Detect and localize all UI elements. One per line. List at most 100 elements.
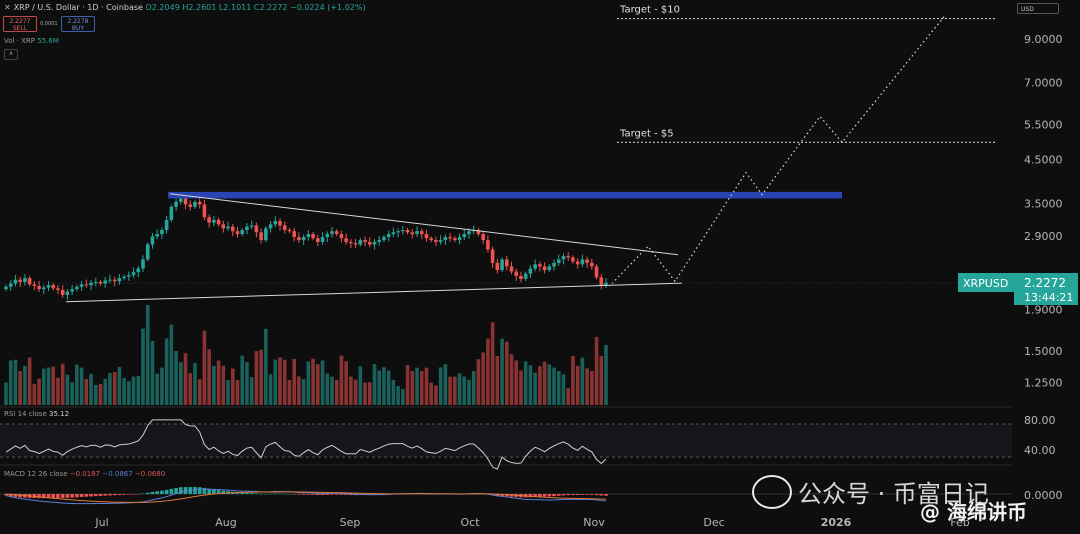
volume-bar — [117, 367, 122, 405]
volume-bar — [552, 367, 556, 405]
candle-body — [23, 278, 27, 283]
volume-bar — [188, 373, 193, 405]
volume-bar — [212, 365, 216, 405]
candle-body — [127, 275, 131, 277]
volume-bar — [292, 359, 296, 405]
volume-bar — [391, 379, 396, 405]
volume-bar — [580, 357, 585, 405]
candle-body — [207, 217, 211, 223]
rsi-tick-label: 80.00 — [1024, 414, 1056, 427]
volume-bar — [415, 367, 419, 405]
volume-bar — [481, 352, 485, 405]
symbol-tag — [958, 273, 1014, 292]
macd-line — [5, 488, 607, 505]
candle-body — [240, 230, 245, 235]
candle-body — [226, 226, 230, 229]
macd-histogram-bar — [429, 493, 433, 495]
candle-body — [84, 284, 89, 286]
volume-bar — [443, 364, 448, 405]
volume-bar — [240, 355, 245, 405]
candle-body — [382, 237, 386, 241]
volume-bar — [221, 365, 226, 405]
time-tick-label: 2026 — [821, 516, 852, 529]
price-tick-label: 1.9000 — [1024, 304, 1063, 317]
macd-histogram-bar — [160, 490, 164, 494]
volume-bar — [145, 305, 150, 405]
time-tick-label: Feb — [950, 516, 969, 529]
candle-body — [56, 288, 60, 290]
volume-bar — [207, 349, 211, 405]
macd-histogram-bar — [65, 494, 70, 498]
candle-body — [259, 232, 263, 241]
candle-body — [594, 266, 599, 278]
price-tick-label: 1.2500 — [1024, 377, 1063, 390]
macd-histogram-bar — [75, 494, 79, 498]
volume-bar — [604, 345, 608, 405]
macd-histogram-bar — [604, 494, 608, 496]
candle-body — [316, 238, 320, 242]
macd-histogram-bar — [98, 494, 103, 496]
macd-histogram-bar — [18, 494, 22, 498]
volume-bar — [183, 353, 188, 405]
volume-bar — [273, 359, 278, 405]
buy-button[interactable]: 2.2278 BUY — [61, 16, 95, 32]
close-icon[interactable]: ✕ — [4, 3, 11, 12]
target-label: Target - $10 — [619, 5, 680, 16]
currency-select[interactable]: USD — [1017, 3, 1059, 14]
volume-bar — [70, 382, 74, 405]
macd-histogram-bar — [590, 494, 594, 495]
macd-histogram-bar — [495, 494, 500, 496]
candle-body — [301, 237, 306, 241]
volume-bar — [566, 388, 571, 405]
volume-bar — [202, 330, 207, 405]
volume-bar — [46, 367, 51, 405]
candle-body — [538, 264, 542, 267]
ohlc-readout: O2.2049 H2.2601 L2.1011 C2.2272 −0.0224 … — [145, 3, 366, 12]
volume-bar — [179, 362, 183, 405]
projection-path — [611, 15, 946, 284]
collapse-chevron-icon[interactable]: ∧ — [4, 49, 18, 60]
macd-histogram-bar — [325, 494, 330, 495]
candle-body — [122, 276, 126, 279]
volume-legend: Vol · XRP 55.6M — [4, 37, 59, 45]
candle-body — [79, 284, 84, 287]
volume-bar — [79, 367, 84, 405]
candle-body — [457, 237, 462, 241]
volume-bar — [226, 380, 230, 405]
candle-body — [150, 236, 155, 245]
macd-histogram-bar — [599, 494, 604, 496]
candle-body — [183, 198, 188, 205]
macd-histogram-bar — [552, 494, 556, 497]
volume-bar — [164, 338, 169, 405]
macd-histogram-bar — [268, 493, 273, 495]
volume-bar — [98, 383, 103, 405]
candle-body — [462, 234, 467, 238]
macd-histogram-bar — [46, 494, 51, 499]
macd-histogram-bar — [316, 494, 320, 496]
macd-histogram-bar — [240, 492, 245, 494]
candle-body — [108, 279, 112, 281]
volume-bar — [367, 382, 372, 405]
volume-bar — [287, 380, 292, 405]
macd-histogram-bar — [301, 494, 306, 495]
volume-bar — [330, 376, 334, 405]
candle-body — [334, 231, 339, 235]
price-tag-value: 2.2272 — [1024, 276, 1066, 290]
volume-bar — [301, 379, 306, 405]
candle-body — [282, 225, 287, 231]
candle-body — [18, 279, 22, 283]
volume-bar — [155, 373, 159, 405]
volume-bar — [254, 351, 259, 405]
macd-histogram-bar — [320, 494, 325, 496]
volume-bar — [325, 373, 330, 405]
sell-button[interactable]: 2.2277 SELL — [3, 16, 37, 32]
macd-histogram-bar — [542, 494, 547, 497]
candle-body — [453, 238, 457, 241]
macd-histogram-bar — [278, 493, 282, 495]
candle-body — [297, 237, 301, 241]
volume-bar — [590, 371, 594, 405]
macd-histogram-bar — [169, 488, 174, 494]
volume-bar — [316, 364, 320, 405]
volume-bar — [448, 376, 452, 405]
